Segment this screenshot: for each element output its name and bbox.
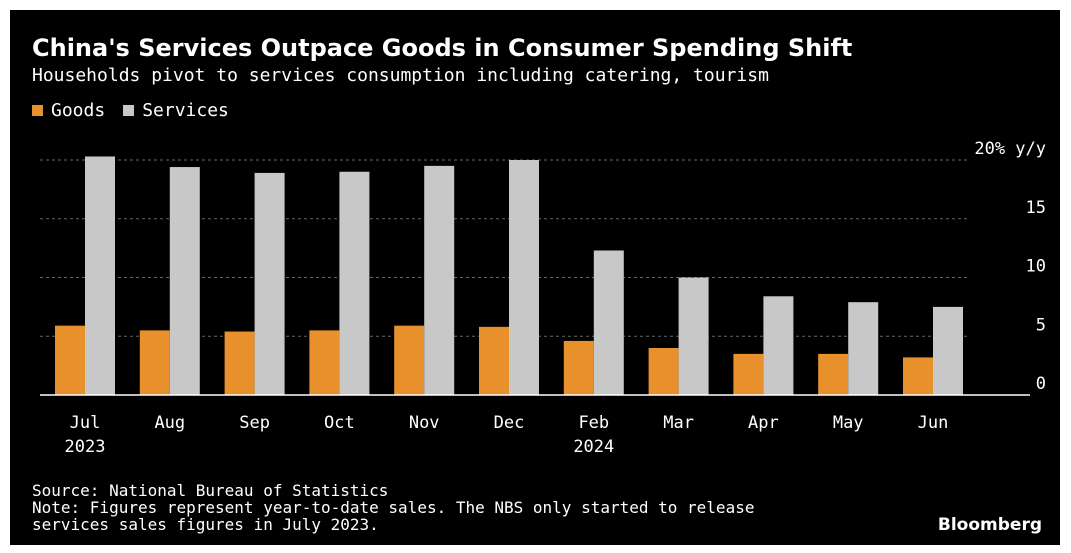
bar-services — [85, 156, 115, 395]
bar-goods — [139, 330, 170, 395]
bar-services — [169, 167, 200, 395]
legend-swatch-services — [123, 105, 135, 116]
x-tick-label: Nov — [409, 413, 440, 433]
legend-item-services: Services — [123, 100, 229, 121]
bar-services — [509, 160, 539, 395]
bar-goods — [309, 330, 340, 395]
x-tick-label: Dec — [494, 413, 525, 433]
y-tick-label: 10 — [1026, 257, 1046, 277]
bar-services — [593, 250, 624, 395]
x-tick-label: Oct — [324, 413, 355, 433]
bar-goods — [563, 340, 594, 395]
y-tick-label: 20% y/y — [974, 139, 1046, 159]
x-tick-year-label: 2023 — [65, 437, 106, 457]
bar-goods — [394, 325, 425, 395]
bar-services — [339, 171, 370, 395]
y-tick-label: 0 — [1036, 374, 1046, 394]
source-note: Source: National Bureau of Statistics — [32, 481, 389, 500]
bar-goods — [224, 331, 255, 395]
x-tick-label: Mar — [663, 413, 694, 433]
bar-services — [678, 277, 709, 395]
chart-subtitle: Households pivot to services consumption… — [32, 65, 769, 86]
x-tick-label: Feb — [578, 413, 609, 433]
y-tick-label: 5 — [1036, 315, 1046, 335]
note-line-2: services sales figures in July 2023. — [32, 515, 379, 534]
bar-goods — [733, 353, 764, 395]
legend-swatch-goods — [32, 105, 43, 116]
legend-item-goods: Goods — [32, 100, 105, 121]
x-tick-label: Apr — [748, 413, 779, 433]
bar-services — [933, 306, 963, 395]
bar-services — [763, 296, 794, 395]
x-tick-label: Jul — [70, 413, 101, 433]
x-tick-label: Jun — [918, 413, 949, 433]
y-tick-label: 15 — [1026, 198, 1046, 218]
chart-legend: Goods Services — [32, 100, 247, 121]
bar-goods — [55, 325, 85, 395]
bar-chart: 0 5 10 15 20% y/y Jul 2023 Aug Sep Oct Nov Dec Feb 20… — [40, 139, 1046, 457]
x-tick-label: Sep — [239, 413, 270, 433]
legend-label-services: Services — [142, 100, 229, 121]
bar-goods — [818, 353, 849, 395]
chart-frame: China's Services Outpace Goods in Consum… — [10, 10, 1060, 545]
bar-goods — [648, 348, 679, 395]
bar-services — [848, 302, 879, 395]
bar-services — [254, 172, 285, 395]
x-tick-label: Aug — [154, 413, 185, 433]
bar-services — [424, 165, 455, 395]
bar-goods — [903, 357, 933, 395]
x-tick-label: May — [833, 413, 864, 433]
x-tick-year-label: 2024 — [573, 437, 614, 457]
bar-goods — [479, 326, 509, 395]
chart-title: China's Services Outpace Goods in Consum… — [32, 34, 853, 62]
note-line-1: Note: Figures represent year-to-date sal… — [32, 498, 755, 517]
legend-label-goods: Goods — [51, 100, 106, 121]
chart-footer: Source: National Bureau of Statistics No… — [32, 482, 754, 533]
bloomberg-logo: Bloomberg — [937, 515, 1042, 535]
